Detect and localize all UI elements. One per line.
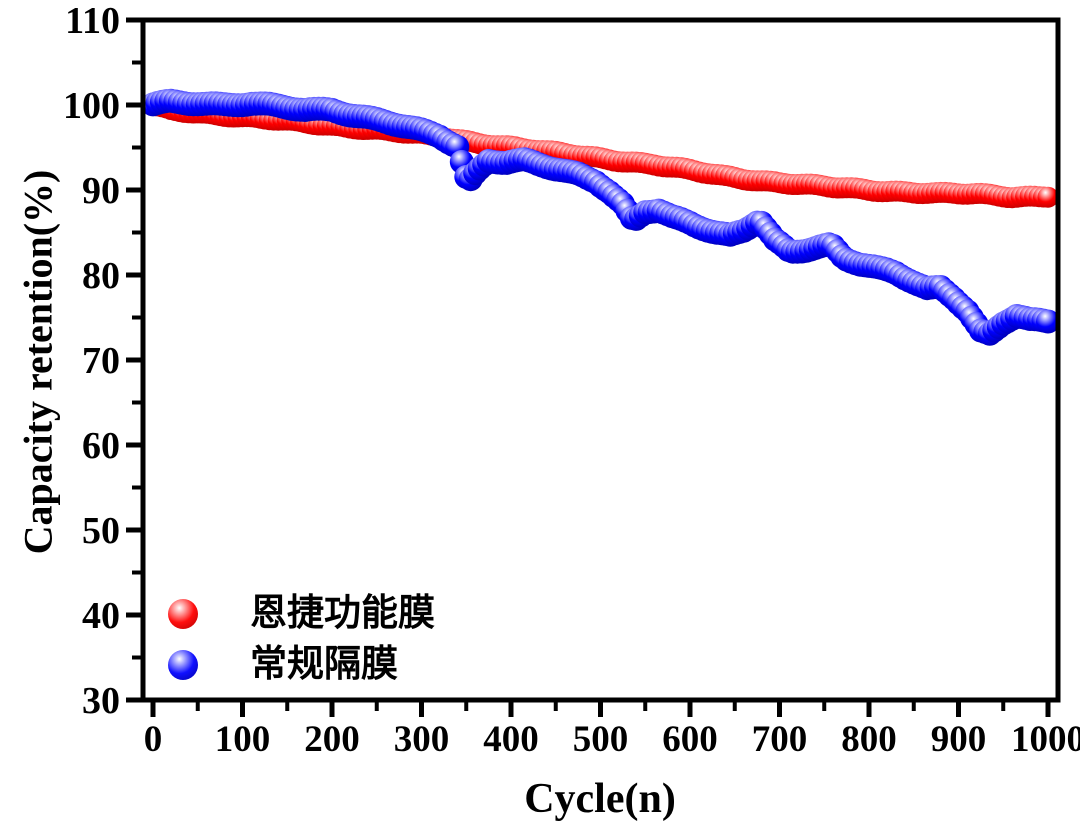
legend-label-enjie: 恩捷功能膜 <box>250 593 435 634</box>
x-tick-label: 100 <box>215 719 271 760</box>
y-tick-label: 110 <box>65 0 120 42</box>
y-tick-label: 30 <box>82 680 120 722</box>
y-tick-label: 100 <box>63 85 120 127</box>
y-tick-label: 60 <box>82 425 120 467</box>
legend-label-conventional: 常规隔膜 <box>250 644 398 685</box>
y-tick-label: 70 <box>82 340 120 382</box>
axis-tick-labels: 0 100 200 300 400 500 600 700 800 900 1000 30 40 50 60… <box>63 0 1080 760</box>
y-tick-label: 90 <box>82 170 120 212</box>
x-tick-label: 500 <box>573 719 629 760</box>
y-tick-label: 80 <box>82 255 120 297</box>
x-tick-label: 200 <box>304 719 360 760</box>
y-tick-label: 40 <box>82 595 120 637</box>
y-tick-label: 50 <box>82 510 120 552</box>
x-tick-label: 400 <box>483 719 539 760</box>
x-tick-label: 300 <box>394 719 450 760</box>
x-tick-label: 600 <box>662 719 718 760</box>
series-points-1 <box>141 88 1060 346</box>
plot-frame <box>140 17 1061 703</box>
red-sphere-marker-icon <box>168 598 198 629</box>
y-axis-title: Capacity retention(%) <box>15 169 61 555</box>
x-tick-label: 900 <box>931 719 987 760</box>
x-tick-label: 1000 <box>1011 719 1080 760</box>
axis-ticks <box>126 17 1051 717</box>
blue-sphere-marker-icon <box>168 649 198 680</box>
legend-item-enjie: 恩捷功能膜 <box>168 588 435 639</box>
x-tick-label: 0 <box>144 719 163 760</box>
x-tick-label: 700 <box>752 719 808 760</box>
legend: 恩捷功能膜 常规隔膜 <box>168 588 435 690</box>
x-axis-title: Cycle(n) <box>524 776 676 822</box>
legend-item-conventional: 常规隔膜 <box>168 639 435 690</box>
x-tick-label: 800 <box>841 719 897 760</box>
